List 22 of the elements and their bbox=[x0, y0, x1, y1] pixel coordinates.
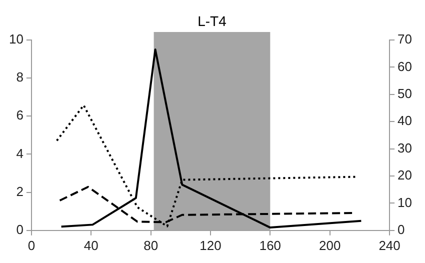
x-tick-label: 40 bbox=[84, 238, 98, 253]
x-tick-label: 160 bbox=[259, 238, 282, 253]
y2-tick-label: 60 bbox=[398, 58, 412, 74]
y-tick-label: 6 bbox=[16, 108, 24, 123]
y2-tick-label: 70 bbox=[398, 32, 412, 47]
y2-tick-label: 30 bbox=[398, 140, 412, 156]
y2-tick-label: 20 bbox=[398, 168, 412, 183]
y-tick-label: 10 bbox=[8, 32, 24, 47]
y-tick-label: 2 bbox=[16, 184, 24, 199]
y2-tick-label: 50 bbox=[398, 86, 412, 101]
y2-tick-label: 0 bbox=[398, 222, 405, 237]
x-tick-label: 80 bbox=[144, 238, 158, 253]
band-label: L-T4 bbox=[198, 12, 227, 29]
x-tick-label: 240 bbox=[378, 238, 400, 253]
y-tick-label: 8 bbox=[16, 70, 24, 85]
x-tick-label: 120 bbox=[200, 238, 222, 253]
y2-tick-label: 40 bbox=[398, 113, 412, 128]
y-tick-label: 4 bbox=[16, 146, 24, 161]
x-tick-label: 0 bbox=[28, 238, 36, 253]
y2-tick-label: 10 bbox=[398, 194, 412, 210]
y-tick-label: 0 bbox=[16, 222, 24, 237]
x-tick-label: 200 bbox=[319, 238, 341, 253]
